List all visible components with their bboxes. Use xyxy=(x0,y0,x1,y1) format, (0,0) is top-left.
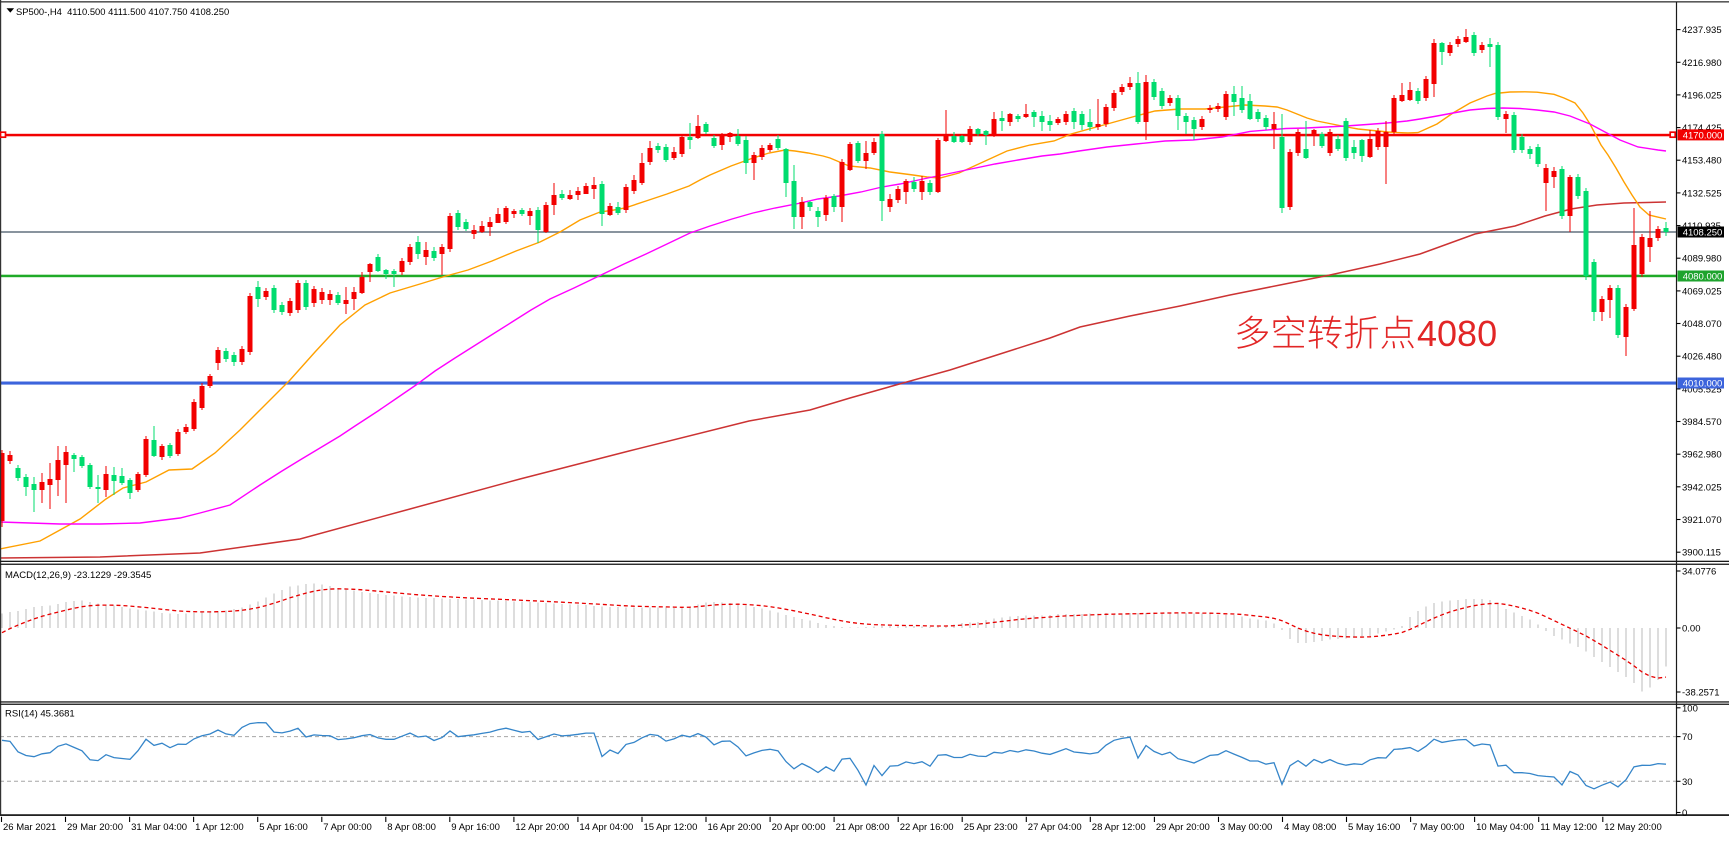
svg-text:20 Apr 00:00: 20 Apr 00:00 xyxy=(772,822,826,833)
svg-text:0: 0 xyxy=(1682,808,1687,819)
svg-text:9 Apr 16:00: 9 Apr 16:00 xyxy=(451,822,500,833)
svg-text:1 Apr 12:00: 1 Apr 12:00 xyxy=(195,822,244,833)
svg-text:30: 30 xyxy=(1682,777,1693,788)
svg-text:3921.070: 3921.070 xyxy=(1682,515,1722,526)
svg-text:4026.480: 4026.480 xyxy=(1682,352,1722,363)
svg-text:12 Apr 20:00: 12 Apr 20:00 xyxy=(515,822,569,833)
svg-text:5 Apr 16:00: 5 Apr 16:00 xyxy=(259,822,308,833)
svg-text:4132.525: 4132.525 xyxy=(1682,188,1722,199)
svg-text:15 Apr 12:00: 15 Apr 12:00 xyxy=(644,822,698,833)
svg-text:4196.025: 4196.025 xyxy=(1682,90,1722,101)
svg-text:29 Apr 20:00: 29 Apr 20:00 xyxy=(1156,822,1210,833)
svg-text:4080: 4080 xyxy=(1417,313,1497,354)
svg-text:RSI(14) 45.3681: RSI(14) 45.3681 xyxy=(5,709,75,720)
svg-text:4069.025: 4069.025 xyxy=(1682,286,1722,297)
svg-text:MACD(12,26,9) -23.1229 -29.354: MACD(12,26,9) -23.1229 -29.3545 xyxy=(5,570,151,581)
svg-text:8 Apr 08:00: 8 Apr 08:00 xyxy=(387,822,436,833)
svg-text:14 Apr 04:00: 14 Apr 04:00 xyxy=(579,822,633,833)
svg-text:21 Apr 08:00: 21 Apr 08:00 xyxy=(836,822,890,833)
svg-text:5 May 16:00: 5 May 16:00 xyxy=(1348,822,1400,833)
svg-text:SP500-,H4 4110.500 4111.500 4: SP500-,H4 4110.500 4111.500 4107.750 410… xyxy=(16,6,229,17)
svg-text:4237.935: 4237.935 xyxy=(1682,25,1722,36)
svg-text:3 May 00:00: 3 May 00:00 xyxy=(1220,822,1272,833)
svg-text:22 Apr 16:00: 22 Apr 16:00 xyxy=(900,822,954,833)
svg-text:70: 70 xyxy=(1682,732,1693,743)
svg-text:4048.070: 4048.070 xyxy=(1682,319,1722,330)
svg-text:4170.000: 4170.000 xyxy=(1683,131,1723,142)
svg-text:7 May 00:00: 7 May 00:00 xyxy=(1412,822,1464,833)
svg-text:16 Apr 20:00: 16 Apr 20:00 xyxy=(708,822,762,833)
svg-text:4010.000: 4010.000 xyxy=(1683,379,1723,390)
svg-text:4089.980: 4089.980 xyxy=(1682,254,1722,265)
svg-text:4005.525: 4005.525 xyxy=(1682,384,1722,395)
svg-text:3984.570: 3984.570 xyxy=(1682,417,1722,428)
svg-text:3962.980: 3962.980 xyxy=(1682,450,1722,461)
svg-text:3942.025: 3942.025 xyxy=(1682,482,1722,493)
svg-text:26 Mar 2021: 26 Mar 2021 xyxy=(3,822,56,833)
svg-text:31 Mar 04:00: 31 Mar 04:00 xyxy=(131,822,187,833)
svg-text:29 Mar 20:00: 29 Mar 20:00 xyxy=(67,822,123,833)
svg-text:25 Apr 23:00: 25 Apr 23:00 xyxy=(964,822,1018,833)
svg-text:4080.000: 4080.000 xyxy=(1683,272,1723,283)
svg-text:11 May 12:00: 11 May 12:00 xyxy=(1540,822,1597,833)
svg-text:3900.115: 3900.115 xyxy=(1682,548,1721,559)
svg-text:34.0776: 34.0776 xyxy=(1682,567,1716,578)
svg-text:7 Apr 00:00: 7 Apr 00:00 xyxy=(323,822,372,833)
svg-text:4153.480: 4153.480 xyxy=(1682,156,1722,167)
svg-text:-38.2571: -38.2571 xyxy=(1682,688,1720,699)
svg-text:4108.250: 4108.250 xyxy=(1683,228,1723,239)
svg-text:12 May 20:00: 12 May 20:00 xyxy=(1604,822,1662,833)
svg-text:10 May 04:00: 10 May 04:00 xyxy=(1476,822,1534,833)
svg-text:0.00: 0.00 xyxy=(1682,624,1701,635)
svg-text:4174.425: 4174.425 xyxy=(1682,123,1722,134)
svg-text:28 Apr 12:00: 28 Apr 12:00 xyxy=(1092,822,1146,833)
svg-text:4 May 08:00: 4 May 08:00 xyxy=(1284,822,1336,833)
svg-text:100: 100 xyxy=(1682,703,1698,714)
svg-text:27 Apr 04:00: 27 Apr 04:00 xyxy=(1028,822,1082,833)
svg-text:4216.980: 4216.980 xyxy=(1682,58,1722,69)
